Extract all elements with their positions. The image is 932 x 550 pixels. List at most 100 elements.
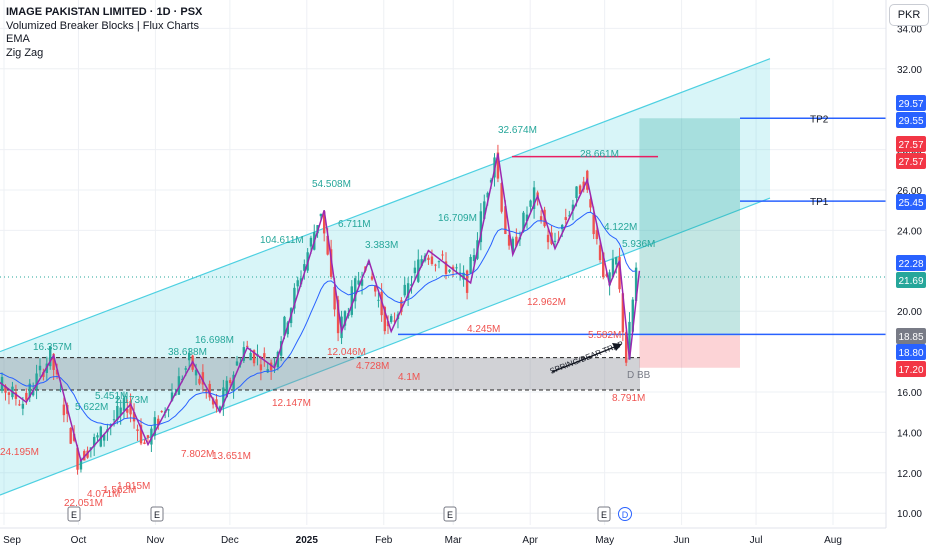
earnings-marker	[67, 506, 81, 522]
volume-label: 38.638M	[168, 347, 207, 358]
candle-body	[208, 383, 211, 398]
volume-label: 5.936M	[622, 239, 655, 250]
time-axis: Sep Oct Nov Dec 2025 Feb Mar Apr May Jun Jul Aug E E E…	[3, 506, 842, 546]
zigzag-line	[0, 153, 641, 463]
price-tag-text: 29.57	[898, 99, 923, 110]
candle-body	[35, 373, 38, 390]
candle-body	[608, 272, 611, 286]
candle-body	[465, 270, 469, 293]
price-tick: 24.00	[897, 226, 922, 237]
candle-body	[92, 437, 96, 447]
candle-body	[618, 257, 621, 290]
price-tag-text: 22.28	[898, 259, 923, 270]
candle-body	[122, 397, 126, 411]
candle-body	[605, 274, 608, 276]
candle-body	[496, 152, 500, 179]
candle-body	[143, 442, 146, 444]
currency-button[interactable]: PKR	[889, 4, 929, 26]
month-label: Mar	[445, 535, 463, 546]
price-tag-text: 18.80	[898, 348, 923, 359]
candle-body	[170, 392, 174, 401]
chart-legend: IMAGE PAKISTAN LIMITED · 1D · PSX Volumi…	[6, 6, 202, 60]
candle-body	[187, 352, 191, 361]
candle-body	[354, 278, 357, 302]
candle-body	[49, 346, 52, 367]
price-tick: 14.00	[897, 428, 922, 439]
volume-label: 32.674M	[498, 125, 537, 136]
candle-body	[7, 392, 11, 395]
candle-body	[546, 234, 550, 243]
candle-body	[522, 212, 525, 231]
candle-body	[215, 399, 218, 408]
month-label: Jul	[750, 535, 763, 546]
month-label: Feb	[375, 535, 393, 546]
indicator-zigzag[interactable]: Zig Zag	[6, 46, 44, 59]
candle-body	[504, 206, 507, 235]
grid	[0, 0, 886, 525]
price-tag	[896, 136, 926, 152]
month-label: 2025	[296, 535, 319, 546]
candle-body	[560, 224, 564, 230]
volume-label: 28.661M	[580, 149, 619, 160]
candle-body	[469, 256, 472, 274]
candle-body	[21, 403, 25, 409]
candle-body	[403, 284, 406, 296]
target-zone	[639, 118, 740, 336]
volume-label: 13.651M	[212, 451, 251, 462]
candle-body	[370, 276, 374, 280]
candle-body	[167, 409, 170, 411]
price-tick: 12.00	[897, 469, 922, 480]
candle-body	[595, 230, 599, 240]
candle-body	[515, 236, 518, 247]
candle-body	[413, 267, 417, 274]
candle-body	[222, 387, 225, 407]
candle-body	[205, 391, 208, 393]
candle-body	[201, 372, 205, 385]
candle-body	[575, 186, 578, 199]
candle-body	[259, 364, 263, 371]
candle-body	[486, 192, 489, 198]
volume-label: 16.357M	[33, 342, 72, 353]
price-tag-text: 27.57	[898, 140, 923, 151]
month-label: Apr	[522, 535, 538, 546]
volume-label: 12.962M	[527, 297, 566, 308]
candle-body	[184, 368, 187, 370]
earnings-marker-text: E	[601, 510, 607, 520]
candle-body	[444, 261, 448, 274]
candle-body	[160, 411, 163, 413]
candle-body	[631, 299, 634, 332]
candle-body	[634, 267, 638, 301]
candle-body	[507, 234, 511, 246]
candle-body	[377, 299, 380, 301]
symbol-title[interactable]: IMAGE PAKISTAN LIMITED · 1D · PSX	[6, 6, 203, 18]
candle-body	[611, 259, 615, 278]
candle-body	[410, 284, 413, 287]
candle-body	[624, 332, 628, 363]
spring-arrow-head	[612, 343, 622, 351]
volume-label: 54.508M	[312, 179, 351, 190]
volume-label: 8.791M	[612, 393, 645, 404]
price-tick: 34.00	[897, 24, 922, 35]
month-label: Dec	[221, 535, 239, 546]
candle-body	[194, 369, 198, 376]
candle-body	[427, 257, 430, 261]
candle-body	[59, 389, 62, 391]
candle-body	[198, 378, 201, 384]
candle-body	[420, 259, 423, 266]
candle-body	[293, 287, 296, 309]
candle-body	[31, 389, 35, 396]
earnings-marker	[443, 506, 457, 522]
candle-body	[109, 424, 112, 427]
candle-body	[489, 179, 493, 183]
breaker-block-zone	[0, 357, 640, 390]
volume-label: 16.698M	[195, 335, 234, 346]
indicator-ema[interactable]: EMA	[6, 33, 30, 45]
price-tag	[896, 95, 926, 111]
earnings-marker	[597, 506, 611, 522]
earnings-marker-text: E	[447, 510, 453, 520]
candle-body	[157, 418, 160, 426]
candle-body	[38, 365, 42, 371]
indicator-flux[interactable]: Volumized Breaker Blocks | Flux Charts	[6, 19, 199, 32]
candle-body	[303, 264, 306, 271]
